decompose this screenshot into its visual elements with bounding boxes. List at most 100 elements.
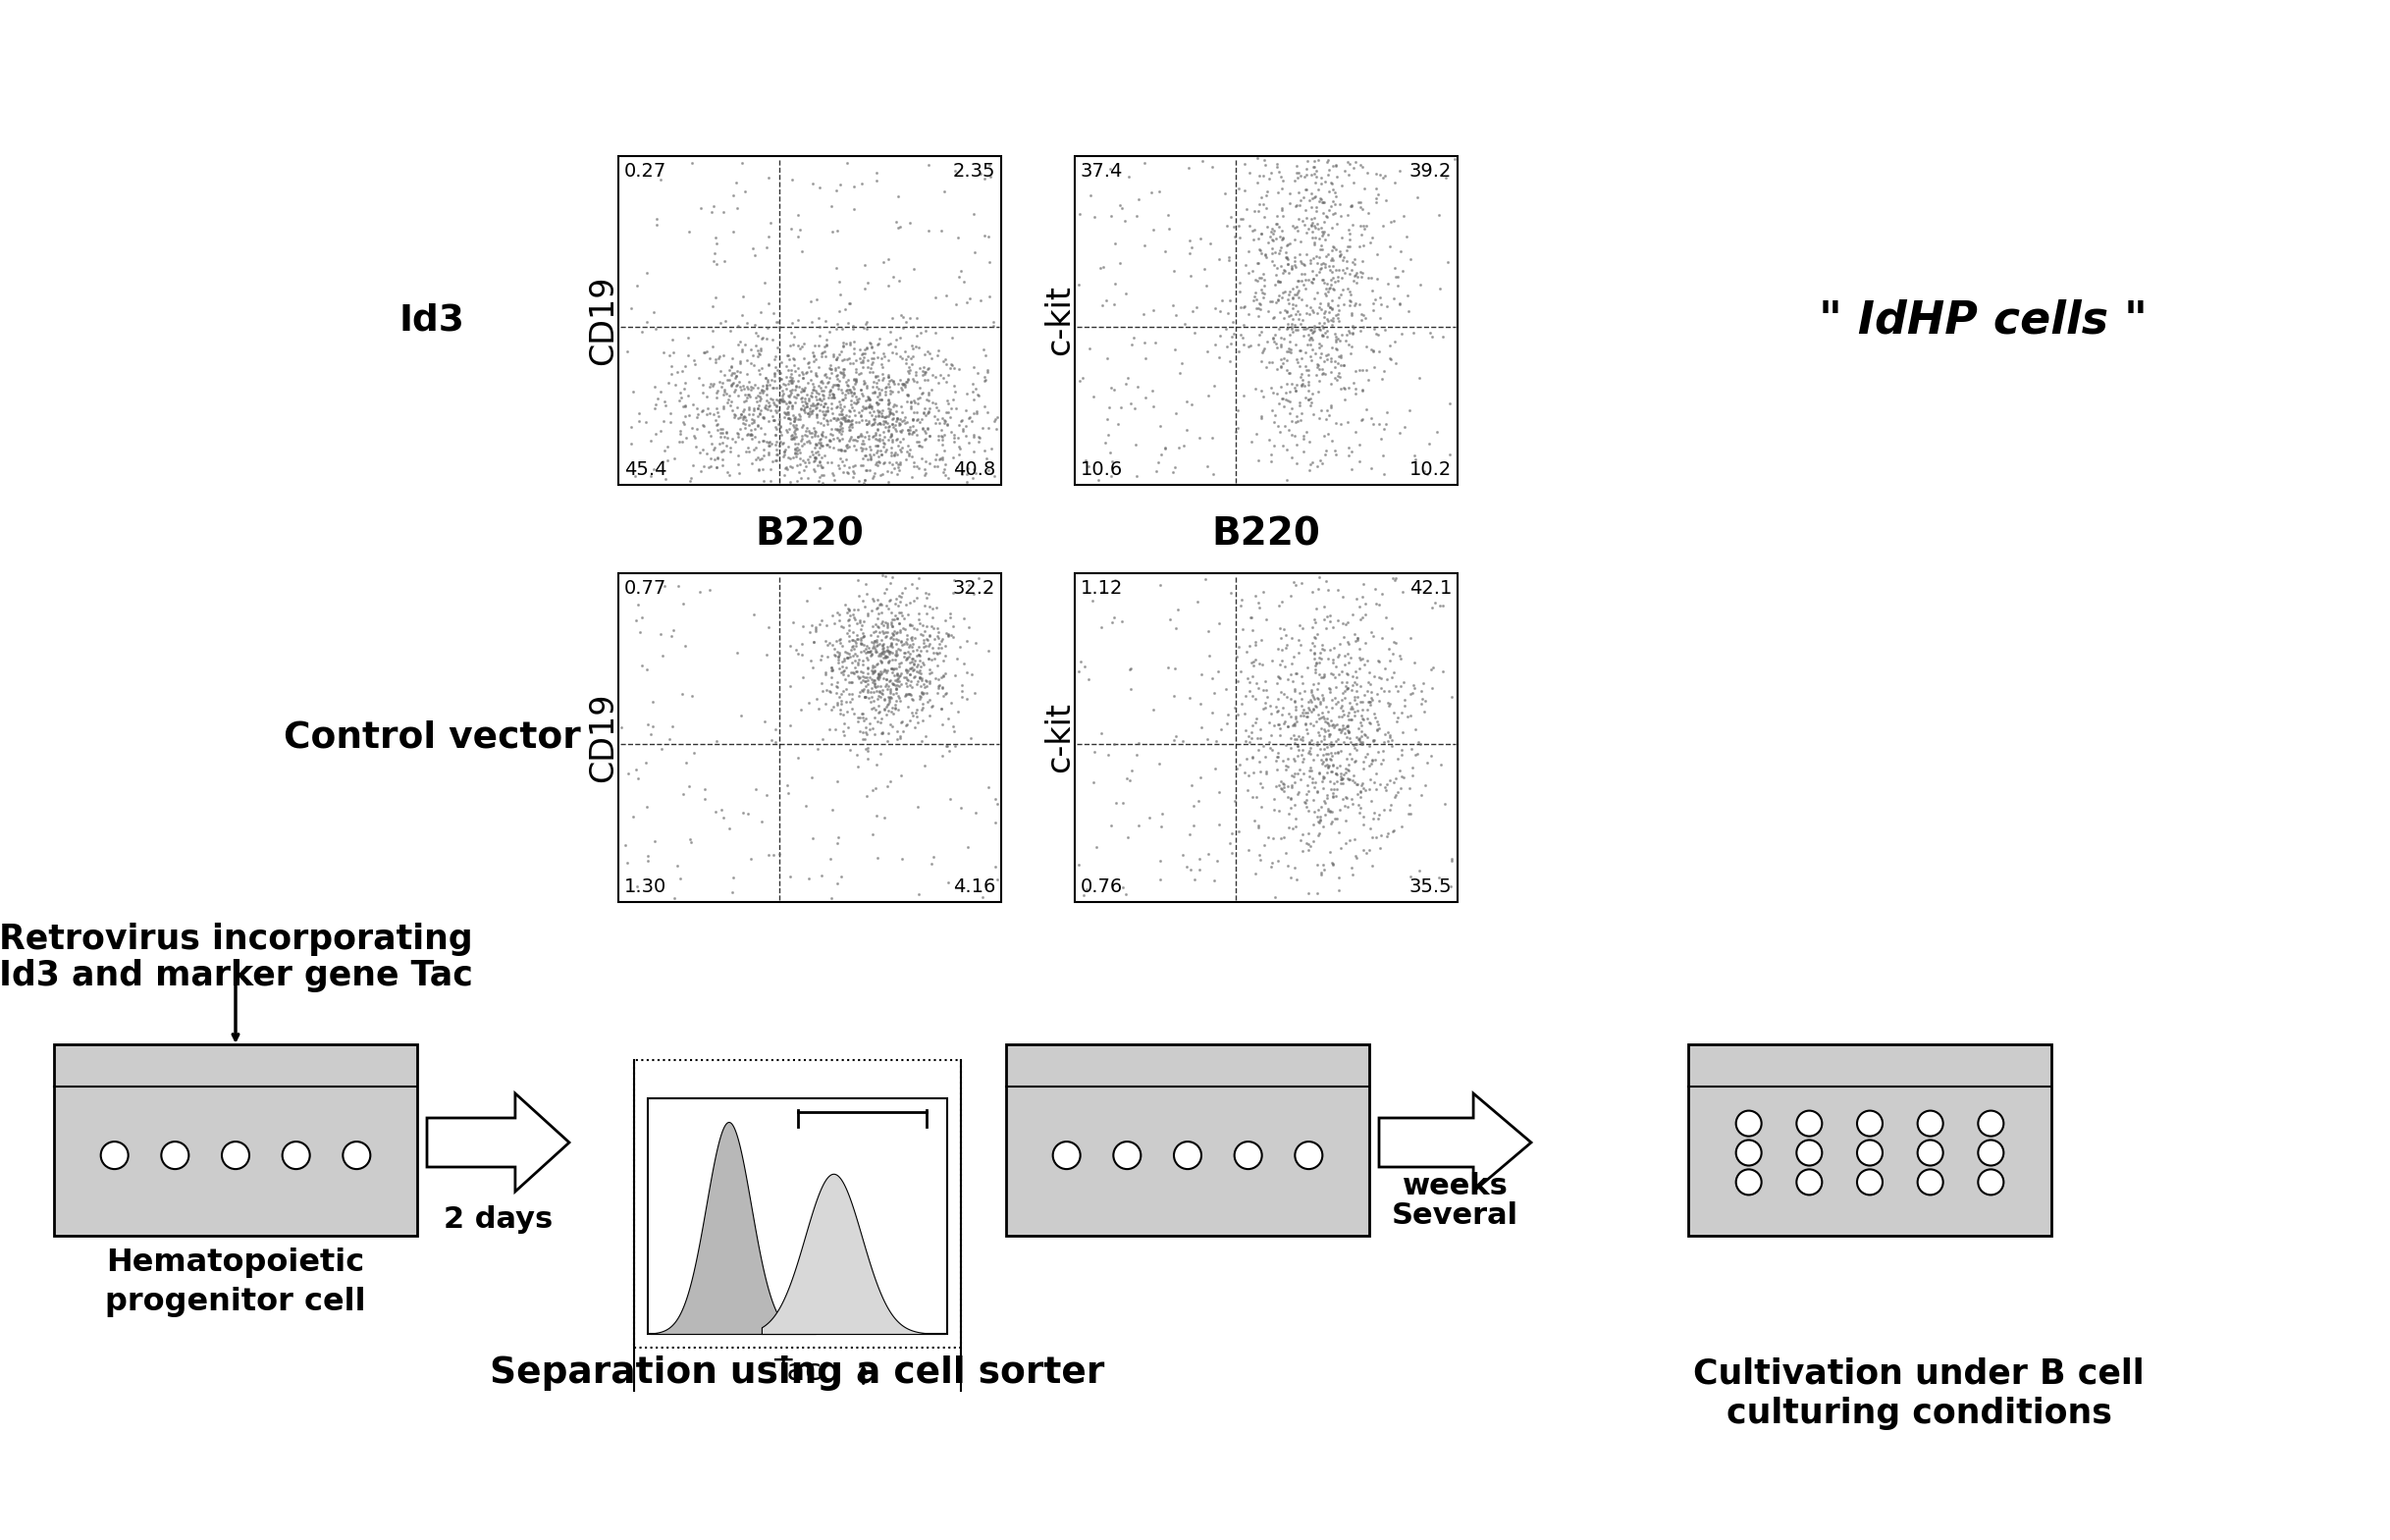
Point <box>880 453 918 477</box>
Point <box>1087 288 1126 313</box>
Point <box>934 159 973 183</box>
Point <box>872 656 911 681</box>
Point <box>836 659 875 684</box>
Point <box>1245 262 1283 286</box>
Point <box>777 440 815 465</box>
Point <box>1248 196 1286 220</box>
Point <box>1240 322 1279 347</box>
Point <box>1300 671 1338 696</box>
Point <box>1310 839 1348 864</box>
Point <box>894 368 932 393</box>
Point <box>1271 736 1310 761</box>
Point <box>848 685 887 710</box>
Point <box>1331 855 1369 879</box>
Point <box>739 413 777 437</box>
Point <box>808 371 846 396</box>
Point <box>1252 738 1291 762</box>
Point <box>645 437 684 462</box>
Point <box>882 621 920 645</box>
Circle shape <box>1979 1140 2003 1166</box>
Point <box>848 679 887 704</box>
Point <box>691 371 729 396</box>
Point <box>798 410 836 434</box>
Point <box>1310 148 1348 172</box>
Point <box>1326 256 1365 280</box>
Point <box>920 411 958 436</box>
Point <box>1300 189 1338 214</box>
Point <box>638 206 676 231</box>
Point <box>899 430 937 454</box>
Point <box>662 430 700 454</box>
Point <box>1358 718 1396 742</box>
Point <box>1429 391 1467 416</box>
Point <box>736 447 774 471</box>
Point <box>1286 340 1324 365</box>
Point <box>1317 350 1355 374</box>
Point <box>617 758 655 782</box>
Point <box>791 419 829 444</box>
Point <box>896 424 934 448</box>
Point <box>882 671 920 696</box>
Point <box>880 654 918 679</box>
Point <box>686 787 724 812</box>
Point <box>805 394 844 419</box>
Point <box>1271 302 1310 326</box>
Point <box>1310 254 1348 279</box>
Point <box>891 668 930 693</box>
Point <box>765 442 803 467</box>
Point <box>815 695 853 719</box>
Point <box>853 425 891 450</box>
Point <box>1381 293 1420 317</box>
Point <box>901 654 939 679</box>
Point <box>1264 257 1303 282</box>
Point <box>636 396 674 420</box>
Point <box>920 370 958 394</box>
Point <box>903 622 942 647</box>
Point <box>827 591 865 616</box>
Point <box>820 651 858 676</box>
Point <box>1334 249 1372 274</box>
Point <box>1358 591 1396 616</box>
Point <box>712 397 750 422</box>
Point <box>1257 211 1295 236</box>
Point <box>736 778 774 802</box>
Point <box>894 687 932 711</box>
Point <box>813 460 851 485</box>
Point <box>1293 163 1331 188</box>
Point <box>1291 457 1329 482</box>
Point <box>693 402 731 427</box>
Point <box>1350 690 1389 715</box>
Point <box>1355 770 1393 795</box>
Point <box>848 747 887 772</box>
Point <box>934 445 973 470</box>
Point <box>796 379 834 403</box>
Point <box>894 256 932 280</box>
Point <box>810 385 848 410</box>
Point <box>815 407 853 431</box>
Point <box>753 408 791 433</box>
Point <box>925 648 963 673</box>
Point <box>712 427 750 451</box>
Point <box>877 407 915 431</box>
Point <box>946 397 985 422</box>
Point <box>906 400 944 425</box>
Point <box>1271 704 1310 728</box>
Circle shape <box>1857 1110 1883 1137</box>
Point <box>652 328 691 353</box>
Point <box>880 611 918 636</box>
Point <box>1303 682 1341 707</box>
Point <box>832 738 870 762</box>
Point <box>1355 288 1393 313</box>
Point <box>1420 277 1458 302</box>
Point <box>1257 336 1295 360</box>
Point <box>1226 761 1264 785</box>
Point <box>923 711 961 736</box>
Point <box>822 630 860 655</box>
Point <box>1317 755 1355 779</box>
Point <box>934 614 973 639</box>
Point <box>853 676 891 701</box>
Circle shape <box>1054 1141 1080 1169</box>
Point <box>961 425 999 450</box>
Point <box>1133 379 1171 403</box>
Point <box>805 379 844 403</box>
